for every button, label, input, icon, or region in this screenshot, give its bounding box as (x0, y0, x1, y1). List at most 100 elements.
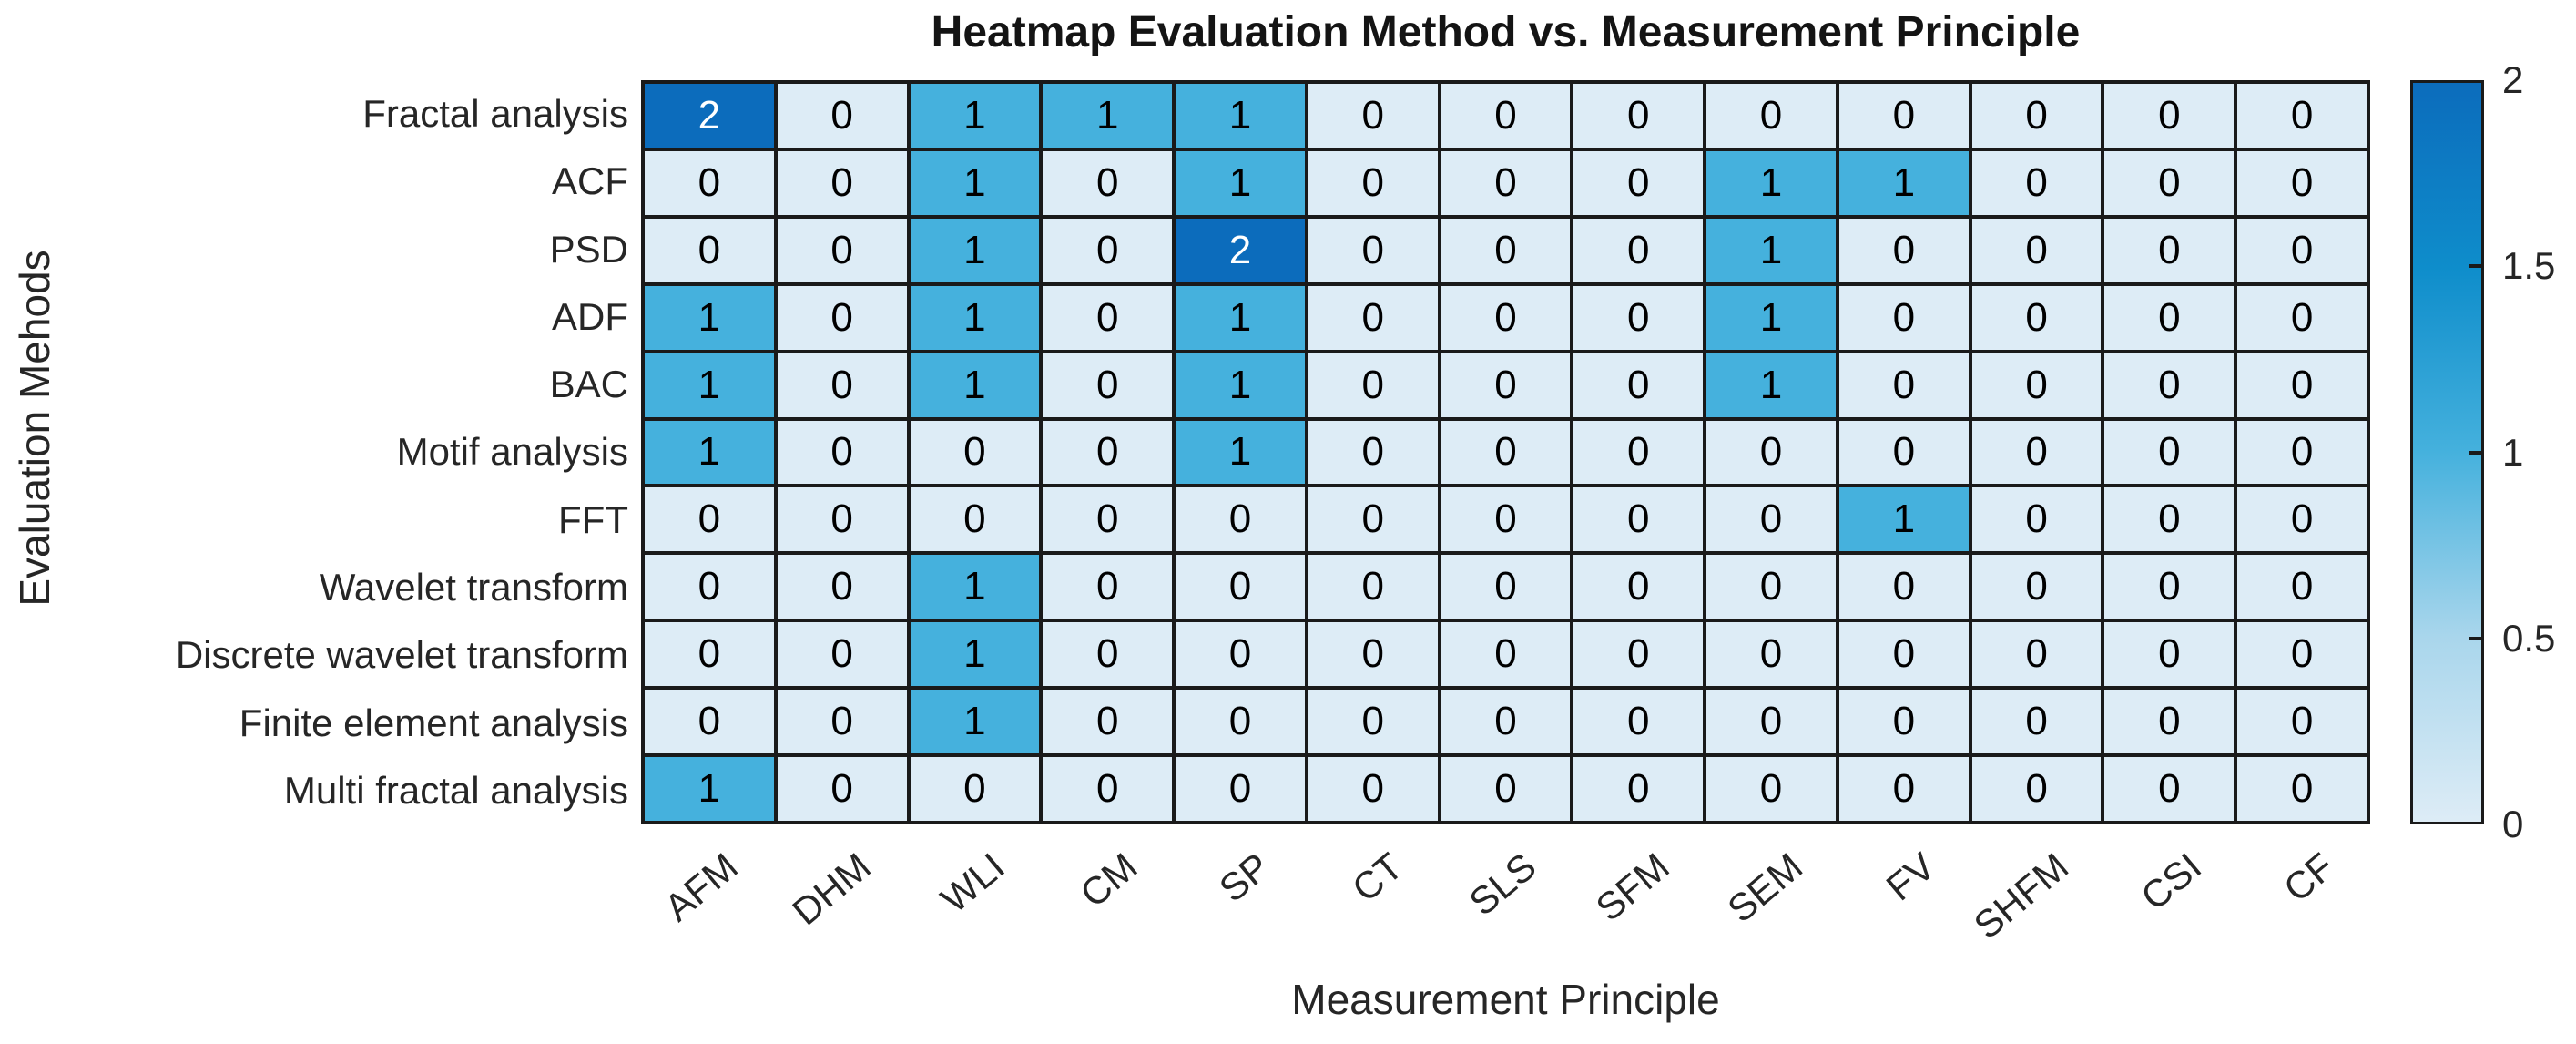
heatmap-cell: 0 (1573, 757, 1704, 821)
x-axis-tick-labels: AFM DHM WLI CM SP CT SLS SFM SEM FV SHFM CSI CF (641, 824, 2370, 988)
heatmap-cell: 0 (1573, 285, 1704, 350)
heatmap-cell: 0 (1573, 420, 1704, 485)
heatmap-cell: 0 (1838, 690, 1969, 754)
heatmap-cell: 0 (1706, 622, 1836, 687)
heatmap-cell: 0 (645, 487, 774, 552)
column-label: CF (2276, 844, 2343, 911)
heatmap-cell: 0 (2104, 150, 2235, 215)
heatmap-cell: 0 (1308, 487, 1438, 552)
colorbar-tick-mark (2469, 450, 2481, 455)
heatmap-cell: 0 (1838, 757, 1969, 821)
heatmap-cell: 1 (1838, 487, 1969, 552)
heatmap-cell: 0 (777, 487, 907, 552)
heatmap-cell: 0 (1308, 420, 1438, 485)
column-label: SLS (1461, 844, 1544, 925)
heatmap-cell: 0 (777, 622, 907, 687)
heatmap-cell: 0 (2237, 353, 2367, 417)
heatmap-cell: 0 (2237, 487, 2367, 552)
heatmap-cell: 0 (777, 84, 907, 148)
colorbar-tick-label: 0 (2502, 803, 2524, 845)
heatmap-cell: 1 (910, 353, 1040, 417)
heatmap-cell: 1 (910, 555, 1040, 619)
heatmap-cell: 2 (1176, 218, 1305, 282)
heatmap-cell: 0 (1176, 487, 1305, 552)
heatmap-cell: 1 (1706, 150, 1836, 215)
heatmap-cell: 1 (910, 84, 1040, 148)
column-label: CT (1344, 844, 1411, 911)
heatmap-cell: 1 (910, 150, 1040, 215)
heatmap-cell: 0 (1971, 757, 2102, 821)
heatmap-cell: 0 (1308, 150, 1438, 215)
heatmap-cell: 0 (910, 420, 1040, 485)
heatmap-cell: 1 (645, 285, 774, 350)
heatmap-cell: 0 (1971, 285, 2102, 350)
heatmap-cell: 0 (1176, 622, 1305, 687)
heatmap-cell: 0 (645, 690, 774, 754)
colorbar-tick-label: 2 (2502, 58, 2524, 101)
heatmap-cell: 0 (1706, 690, 1836, 754)
heatmap-cell: 0 (777, 150, 907, 215)
heatmap-cell: 1 (1176, 150, 1305, 215)
heatmap-cell: 0 (2237, 690, 2367, 754)
heatmap-cell: 0 (777, 555, 907, 619)
column-label: CM (1072, 844, 1145, 916)
heatmap-cell: 0 (2104, 487, 2235, 552)
heatmap-cell: 0 (777, 218, 907, 282)
heatmap-cell: 0 (1308, 353, 1438, 417)
heatmap-cell: 0 (1573, 353, 1704, 417)
heatmap-cell: 0 (2237, 84, 2367, 148)
heatmap-cell: 0 (1308, 218, 1438, 282)
heatmap-cell: 0 (1441, 420, 1571, 485)
row-label: Motif analysis (396, 430, 628, 474)
heatmap-cell: 0 (1441, 353, 1571, 417)
column-label: SEM (1718, 844, 1810, 931)
heatmap-cell: 1 (1706, 218, 1836, 282)
row-label: Discrete wavelet transform (175, 633, 628, 677)
heatmap-cell: 1 (1176, 84, 1305, 148)
row-label: Multi fractal analysis (283, 768, 628, 812)
heatmap-cell: 0 (1176, 555, 1305, 619)
heatmap-cell: 0 (1441, 757, 1571, 821)
heatmap-cell: 1 (910, 218, 1040, 282)
heatmap-cell: 0 (1441, 84, 1571, 148)
heatmap-cell: 0 (2104, 84, 2235, 148)
heatmap-cell: 0 (1573, 218, 1704, 282)
column-label: SHFM (1965, 844, 2077, 947)
heatmap-cell: 0 (1441, 555, 1571, 619)
heatmap-cell: 0 (1706, 555, 1836, 619)
heatmap-cell: 1 (1176, 285, 1305, 350)
heatmap-cell: 0 (1043, 150, 1173, 215)
heatmap-cell: 0 (1441, 690, 1571, 754)
heatmap-cell: 0 (2104, 757, 2235, 821)
heatmap-cell: 0 (645, 150, 774, 215)
heatmap-cell: 0 (1838, 218, 1969, 282)
heatmap-cell: 0 (2104, 420, 2235, 485)
heatmap-cell: 0 (1971, 555, 2102, 619)
heatmap-cell: 0 (1971, 690, 2102, 754)
heatmap-cell: 0 (1838, 622, 1969, 687)
heatmap-cell: 0 (1308, 757, 1438, 821)
heatmap-cell: 1 (1043, 84, 1173, 148)
colorbar-tick-mark (2469, 636, 2481, 640)
heatmap-cell: 0 (1573, 622, 1704, 687)
heatmap-cell: 0 (1971, 420, 2102, 485)
heatmap-cell: 0 (1706, 420, 1836, 485)
heatmap-cell: 0 (1043, 622, 1173, 687)
heatmap-cell: 0 (645, 555, 774, 619)
row-label: Finite element analysis (239, 701, 628, 744)
heatmap-cell: 1 (1706, 353, 1836, 417)
heatmap-cell: 0 (1706, 487, 1836, 552)
heatmap-cell: 0 (777, 353, 907, 417)
heatmap-cell: 0 (2237, 622, 2367, 687)
heatmap-cell: 0 (1308, 690, 1438, 754)
heatmap-cell: 0 (2104, 353, 2235, 417)
heatmap-cell: 1 (645, 420, 774, 485)
heatmap-cell: 0 (1043, 218, 1173, 282)
colorbar (2410, 80, 2484, 824)
heatmap-cell: 0 (1838, 84, 1969, 148)
heatmap-cell: 0 (777, 285, 907, 350)
heatmap-cell: 0 (910, 487, 1040, 552)
heatmap-cell: 0 (1308, 84, 1438, 148)
heatmap-cell: 0 (1441, 218, 1571, 282)
heatmap-cell: 0 (777, 757, 907, 821)
